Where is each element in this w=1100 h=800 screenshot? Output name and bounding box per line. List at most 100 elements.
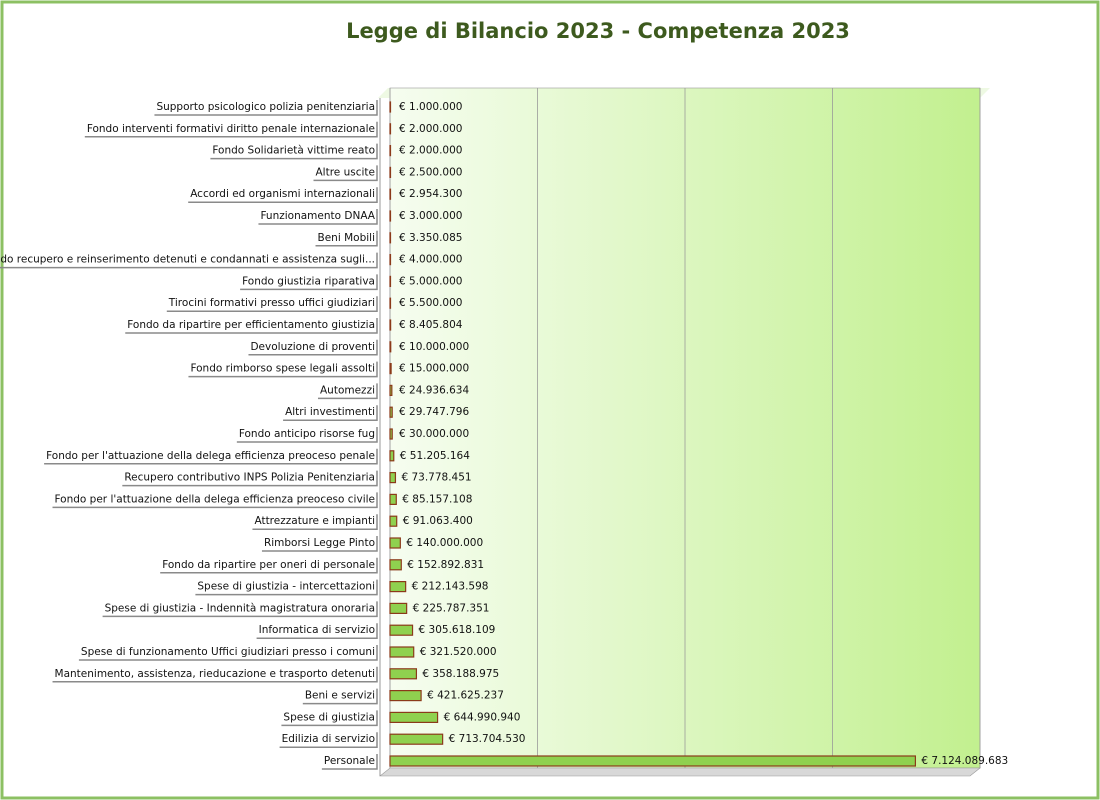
label-frame [236, 427, 378, 443]
y-tick-label: Fondo da ripartire per oneri di personal… [162, 559, 375, 571]
label-frame [188, 187, 378, 203]
value-label: € 5.000.000 [399, 275, 462, 287]
value-label: € 2.500.000 [399, 166, 462, 178]
y-tick-label: Beni Mobili [318, 232, 375, 244]
label-frame [0, 252, 378, 269]
label-frame [166, 296, 378, 312]
label-frame [44, 448, 378, 465]
value-label: € 7.124.089.683 [921, 755, 1008, 767]
label-frame [302, 688, 378, 705]
label-frame [84, 121, 378, 138]
value-label: € 212.143.598 [412, 581, 489, 593]
y-tick-label: Personale [324, 755, 375, 767]
label-frame [283, 405, 378, 421]
label-frame [315, 230, 378, 247]
label-frame [256, 623, 378, 639]
bar [389, 624, 414, 636]
bar [389, 101, 392, 113]
value-label: € 91.063.400 [403, 515, 473, 527]
y-tick-label: Fondo giustizia riparativa [242, 275, 375, 287]
value-label: € 152.892.831 [407, 559, 484, 571]
y-tick-label: Informatica di servizio [259, 624, 375, 636]
bar [389, 123, 392, 135]
value-label: € 85.157.108 [402, 493, 472, 505]
y-tick-label: Spese di giustizia - Indennità magistrat… [105, 602, 375, 614]
label-frame [154, 100, 378, 116]
label-frame [125, 318, 378, 334]
value-label: € 2.000.000 [399, 145, 462, 157]
label-frame [252, 514, 378, 530]
value-label: € 5.500.000 [399, 297, 462, 309]
label-frame [240, 274, 378, 291]
y-tick-label: Altri investimenti [285, 406, 375, 418]
bar [389, 537, 401, 549]
value-label: € 24.936.634 [399, 384, 469, 396]
label-frame [52, 492, 378, 509]
bar [389, 188, 392, 200]
value-label: € 2.000.000 [399, 123, 462, 135]
bar [389, 646, 415, 658]
value-label: € 321.520.000 [420, 646, 497, 658]
bar [389, 232, 392, 244]
bar [389, 493, 397, 505]
y-tick-label: Spese di funzionamento Uffici giudiziari… [81, 646, 375, 658]
label-frame [279, 732, 378, 748]
y-tick-label: Edilizia di servizio [282, 733, 375, 745]
value-label: € 358.188.975 [422, 668, 499, 680]
value-label: € 4.000.000 [399, 254, 462, 266]
value-label: € 225.787.351 [413, 602, 490, 614]
y-tick-label: Beni e servizi [305, 690, 375, 702]
y-tick-label: Fondo interventi formativi diritto penal… [87, 123, 375, 135]
y-tick-label: Funzionamento DNAA [260, 210, 375, 222]
plot-floor [379, 767, 981, 777]
y-tick-label: Accordi ed organismi internazionali [190, 188, 375, 200]
bar [389, 319, 392, 331]
label-frame [248, 339, 378, 356]
y-tick-label: Fondo recupero e reinserimento detenuti … [0, 254, 375, 266]
bar [389, 275, 392, 287]
value-label: € 10.000.000 [399, 341, 469, 353]
label-frame [102, 601, 378, 618]
bar [389, 472, 397, 484]
value-label: € 305.618.109 [419, 624, 496, 636]
bar [389, 341, 392, 353]
y-tick-label: Tirocini formativi presso uffici giudizi… [168, 297, 375, 309]
label-frame [122, 470, 378, 487]
y-tick-label: Supporto psicologico polizia penitenziar… [156, 101, 375, 113]
bar [389, 166, 392, 178]
label-frame [258, 209, 378, 225]
y-tick-label: Attrezzature e impianti [254, 515, 375, 527]
bar [389, 733, 444, 745]
label-frame [321, 754, 378, 770]
bar [389, 297, 392, 309]
bar [389, 210, 392, 222]
value-label: € 8.405.804 [399, 319, 463, 331]
bar [389, 711, 439, 724]
bar [389, 254, 392, 266]
label-frame [78, 645, 378, 661]
y-tick-label: Fondo per l'attuazione della delega effi… [46, 450, 375, 462]
value-label: € 30.000.000 [399, 428, 469, 440]
value-label: € 1.000.000 [399, 101, 462, 113]
bar [389, 602, 408, 615]
label-frame [188, 361, 378, 378]
label-frame [281, 710, 378, 727]
value-label: € 15.000.000 [399, 363, 469, 375]
value-label: € 73.778.451 [401, 472, 471, 484]
y-tick-label: Automezzi [320, 384, 375, 396]
y-tick-label: Devoluzione di proventi [250, 341, 375, 353]
value-label: € 713.704.530 [449, 733, 526, 745]
bar [389, 689, 422, 702]
y-tick-label: Spese di giustizia - intercettazioni [197, 581, 375, 593]
bar [389, 363, 392, 375]
y-tick-label: Recupero contributivo INPS Polizia Penit… [124, 472, 375, 484]
y-tick-label: Mantenimento, assistenza, rieducazione e… [55, 668, 375, 680]
y-tick-label: Spese di giustizia [283, 711, 375, 723]
y-tick-label: Rimborsi Legge Pinto [264, 537, 375, 549]
bar [389, 668, 418, 680]
value-label: € 29.747.796 [399, 406, 469, 418]
bar [389, 515, 398, 527]
y-tick-label: Fondo rimborso spese legali assolti [190, 363, 375, 375]
bar [389, 580, 407, 593]
